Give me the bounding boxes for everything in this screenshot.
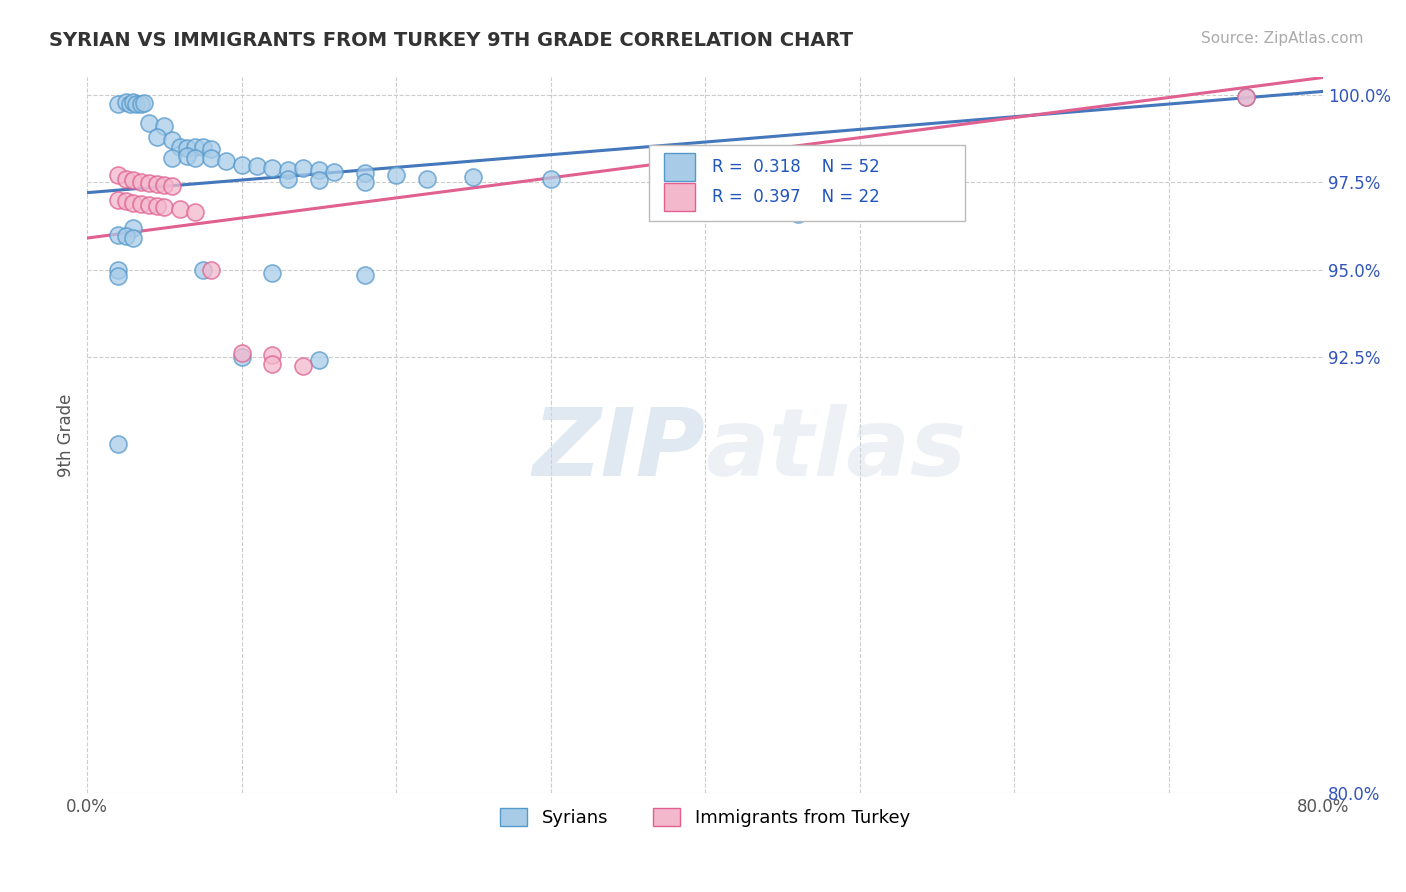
Point <box>176 149 198 163</box>
Point <box>122 231 145 245</box>
Point <box>138 176 160 190</box>
Point <box>354 175 377 189</box>
Point <box>153 120 176 134</box>
Point <box>184 151 207 165</box>
Point <box>292 161 315 176</box>
Point <box>129 175 152 189</box>
Text: atlas: atlas <box>704 404 966 496</box>
Point <box>184 139 207 153</box>
Point <box>323 165 346 179</box>
Point <box>160 179 183 194</box>
Point <box>125 96 148 111</box>
Point <box>231 158 253 172</box>
Point <box>262 161 284 176</box>
FancyBboxPatch shape <box>664 153 695 180</box>
Point <box>107 96 129 111</box>
Point <box>114 95 136 109</box>
Point <box>107 437 129 451</box>
Text: ZIP: ZIP <box>533 404 704 496</box>
Point <box>215 154 238 169</box>
Point <box>107 227 129 242</box>
Point <box>540 172 562 186</box>
Point <box>114 194 136 209</box>
Text: SYRIAN VS IMMIGRANTS FROM TURKEY 9TH GRADE CORRELATION CHART: SYRIAN VS IMMIGRANTS FROM TURKEY 9TH GRA… <box>49 31 853 50</box>
Point <box>145 177 167 191</box>
FancyBboxPatch shape <box>664 184 695 211</box>
Point <box>160 133 183 147</box>
Text: R =  0.318    N = 52: R = 0.318 N = 52 <box>713 158 880 176</box>
Point <box>231 346 253 360</box>
Point <box>145 199 167 213</box>
Point <box>107 269 129 284</box>
Point <box>134 95 156 110</box>
Text: R =  0.397    N = 22: R = 0.397 N = 22 <box>713 188 880 206</box>
Point <box>122 196 145 211</box>
Point <box>129 197 152 211</box>
Point <box>138 116 160 130</box>
Point <box>262 357 284 371</box>
Point <box>129 96 152 111</box>
Point <box>169 140 191 154</box>
Point <box>1234 89 1257 103</box>
Point <box>191 140 214 154</box>
Point <box>354 268 377 282</box>
Point <box>107 193 129 207</box>
Point <box>308 173 330 187</box>
Point <box>120 96 142 111</box>
Point <box>138 198 160 212</box>
Point <box>122 95 145 109</box>
Point <box>191 262 214 277</box>
Point <box>107 262 129 277</box>
Point <box>200 262 222 277</box>
Point <box>114 229 136 244</box>
Point <box>246 160 269 174</box>
Point <box>308 163 330 178</box>
Point <box>277 163 299 178</box>
Point <box>416 171 439 186</box>
Point <box>160 151 183 165</box>
Point <box>354 166 377 180</box>
Point <box>114 171 136 186</box>
Point <box>231 350 253 364</box>
Point <box>262 348 284 362</box>
Point <box>169 202 191 217</box>
Point <box>385 168 408 182</box>
Point <box>292 359 315 373</box>
Point <box>308 353 330 368</box>
Y-axis label: 9th Grade: 9th Grade <box>58 393 75 477</box>
Legend: Syrians, Immigrants from Turkey: Syrians, Immigrants from Turkey <box>494 801 917 834</box>
Point <box>463 169 485 184</box>
Point <box>153 178 176 192</box>
Point <box>176 141 198 155</box>
FancyBboxPatch shape <box>650 145 965 220</box>
Point <box>122 173 145 187</box>
Point <box>184 205 207 219</box>
Point <box>277 171 299 186</box>
Text: Source: ZipAtlas.com: Source: ZipAtlas.com <box>1201 31 1364 46</box>
Point <box>153 200 176 214</box>
Point <box>107 168 129 182</box>
Point <box>200 142 222 156</box>
Point <box>145 129 167 144</box>
Point <box>262 266 284 280</box>
Point <box>200 152 222 166</box>
Point <box>1234 89 1257 103</box>
Point <box>786 207 808 221</box>
Point <box>122 220 145 235</box>
